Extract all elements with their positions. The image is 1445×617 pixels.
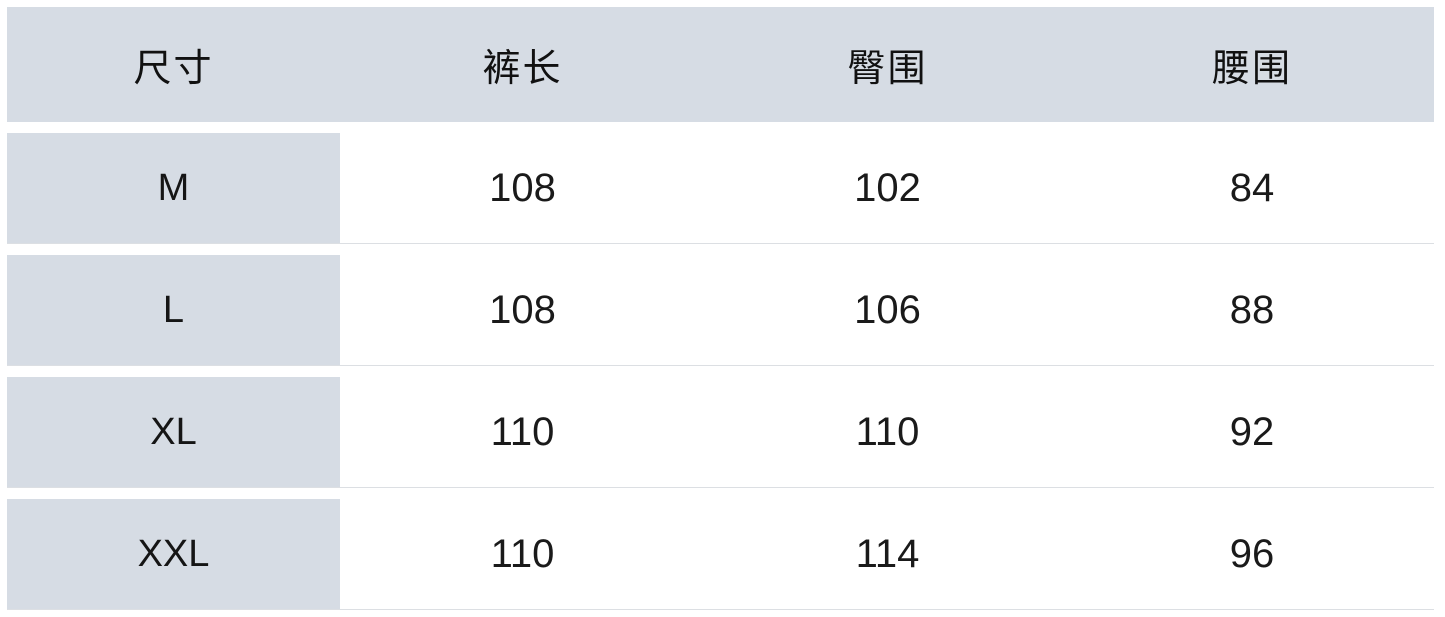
header-cell-pants-length: 裤长: [482, 48, 563, 90]
value-cell-hip: 114: [855, 531, 920, 576]
value-cell-hip: 106: [854, 287, 921, 332]
header-cell-waist: 腰围: [1211, 48, 1292, 90]
header-cell-size: 尺寸: [133, 48, 214, 90]
table-row-xl: XL 110 110 92: [7, 377, 1434, 488]
value-cell-waist: 96: [1229, 531, 1275, 576]
value-cell-hip: 110: [855, 409, 920, 454]
size-cell: XL: [7, 377, 340, 487]
value-cell-waist: 88: [1229, 287, 1275, 332]
size-cell: L: [7, 255, 340, 365]
size-cell: M: [7, 133, 340, 243]
header-cell-hip: 臀围: [847, 48, 928, 90]
value-cell-pants-length: 110: [490, 531, 555, 576]
size-cell: XXL: [7, 499, 340, 609]
value-cell-pants-length: 110: [490, 409, 555, 454]
value-cell-hip: 102: [854, 165, 921, 210]
table-row-l: L 108 106 88: [7, 255, 1434, 366]
value-cell-pants-length: 108: [489, 287, 556, 332]
value-cell-waist: 84: [1229, 165, 1275, 210]
size-chart-table: 尺寸 裤长 臀围 腰围 M 108 102 84 L 108 106 88 XL…: [7, 7, 1434, 610]
value-cell-pants-length: 108: [489, 165, 556, 210]
table-header-row: 尺寸 裤长 臀围 腰围: [7, 7, 1434, 122]
table-row-xxl: XXL 110 114 96: [7, 499, 1434, 610]
table-row-m: M 108 102 84: [7, 133, 1434, 244]
value-cell-waist: 92: [1229, 409, 1275, 454]
